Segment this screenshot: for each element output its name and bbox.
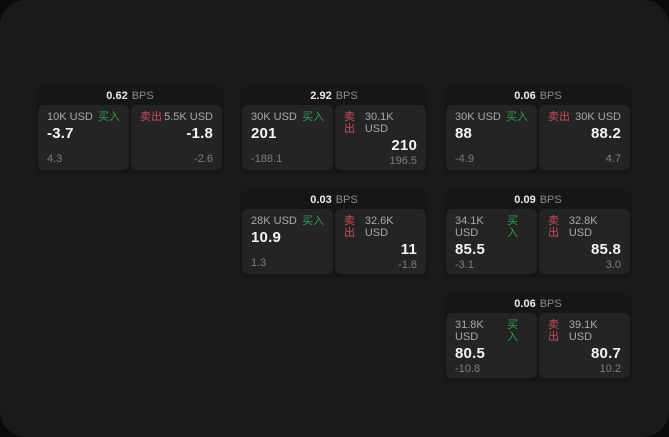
sell-main-value: -1.8 bbox=[186, 125, 213, 142]
sell-main-value: 11 bbox=[400, 241, 417, 258]
sell-panel[interactable]: 卖出 39.1K USD 80.7 10.2 bbox=[539, 313, 630, 378]
sell-panel[interactable]: 卖出 32.6K USD 11 -1.8 bbox=[335, 209, 426, 274]
sell-main-value: 80.7 bbox=[591, 345, 621, 362]
buy-size-label: 30K USD bbox=[455, 111, 501, 123]
buy-sub-value: 4.3 bbox=[47, 153, 63, 165]
sell-sub-value: 3.0 bbox=[605, 259, 621, 271]
card-header: 2.92 BPS bbox=[242, 88, 426, 105]
buy-sub-value: 1.3 bbox=[251, 257, 267, 269]
bps-unit-label: BPS bbox=[131, 90, 154, 102]
buy-main-value: 88 bbox=[455, 125, 473, 142]
bps-value: 0.62 bbox=[106, 90, 128, 102]
bps-value: 0.06 bbox=[514, 298, 536, 310]
buy-size-label: 28K USD bbox=[251, 215, 297, 227]
buy-main-value: 201 bbox=[251, 125, 277, 142]
buy-side-label: 买入 bbox=[506, 111, 528, 123]
bps-value: 0.03 bbox=[310, 194, 332, 206]
buy-sub-value: -188.1 bbox=[251, 153, 283, 165]
buy-side-label: 买入 bbox=[98, 111, 120, 123]
card-header: 0.03 BPS bbox=[242, 192, 426, 209]
bps-unit-label: BPS bbox=[335, 194, 358, 206]
quote-card: 0.03 BPS 28K USD 买入 10.9 1.3 卖出 32.6K US… bbox=[240, 190, 428, 278]
buy-main-value: -3.7 bbox=[47, 125, 74, 142]
bps-unit-label: BPS bbox=[539, 90, 562, 102]
sell-panel[interactable]: 卖出 5.5K USD -1.8 -2.6 bbox=[131, 105, 222, 170]
buy-side-label: 买入 bbox=[507, 215, 519, 239]
sell-panel[interactable]: 卖出 30.1K USD 210 196.5 bbox=[335, 105, 426, 170]
buy-side-label: 买入 bbox=[507, 319, 519, 343]
buy-side-label: 买入 bbox=[302, 215, 324, 227]
bps-unit-label: BPS bbox=[539, 298, 562, 310]
bps-unit-label: BPS bbox=[539, 194, 562, 206]
sell-size-label: 32.8K USD bbox=[568, 215, 598, 239]
quote-card: 0.62 BPS 10K USD 买入 -3.7 4.3 卖出 5.5K USD… bbox=[36, 86, 224, 174]
card-header: 0.62 BPS bbox=[38, 88, 222, 105]
sell-sub-value: 10.2 bbox=[599, 363, 621, 375]
sell-panel[interactable]: 卖出 32.8K USD 85.8 3.0 bbox=[539, 209, 630, 274]
buy-size-label: 34.1K USD bbox=[455, 215, 484, 239]
buy-size-label: 30K USD bbox=[251, 111, 297, 123]
buy-sub-value: -10.8 bbox=[455, 363, 481, 375]
bps-value: 0.06 bbox=[514, 90, 536, 102]
sell-side-label: 卖出 bbox=[344, 111, 355, 135]
quote-card: 0.09 BPS 34.1K USD 买入 85.5 -3.1 卖出 32.8K… bbox=[444, 190, 632, 278]
quote-card: 0.06 BPS 31.8K USD 买入 80.5 -10.8 卖出 39.1… bbox=[444, 294, 632, 382]
sell-size-label: 30.1K USD bbox=[364, 111, 394, 135]
buy-sub-value: -3.1 bbox=[455, 259, 474, 271]
buy-side-label: 买入 bbox=[302, 111, 324, 123]
buy-size-label: 10K USD bbox=[47, 111, 93, 123]
card-header: 0.09 BPS bbox=[446, 192, 630, 209]
sell-size-label: 30K USD bbox=[575, 111, 621, 123]
buy-main-value: 80.5 bbox=[455, 345, 485, 362]
sell-size-label: 32.6K USD bbox=[364, 215, 394, 239]
buy-panel[interactable]: 31.8K USD 买入 80.5 -10.8 bbox=[446, 313, 537, 378]
sell-size-label: 5.5K USD bbox=[164, 111, 213, 123]
sell-main-value: 88.2 bbox=[591, 125, 621, 142]
sell-sub-value: 196.5 bbox=[389, 155, 417, 167]
sell-main-value: 85.8 bbox=[591, 241, 621, 258]
sell-side-label: 卖出 bbox=[548, 215, 559, 239]
buy-panel[interactable]: 10K USD 买入 -3.7 4.3 bbox=[38, 105, 129, 170]
buy-panel[interactable]: 30K USD 买入 201 -188.1 bbox=[242, 105, 333, 170]
sell-side-label: 卖出 bbox=[548, 111, 570, 123]
sell-panel[interactable]: 卖出 30K USD 88.2 4.7 bbox=[539, 105, 630, 170]
sell-side-label: 卖出 bbox=[548, 319, 559, 343]
card-header: 0.06 BPS bbox=[446, 296, 630, 313]
sell-sub-value: 4.7 bbox=[605, 153, 621, 165]
bps-value: 2.92 bbox=[310, 90, 332, 102]
buy-main-value: 10.9 bbox=[251, 229, 281, 246]
buy-main-value: 85.5 bbox=[455, 241, 485, 258]
buy-panel[interactable]: 28K USD 买入 10.9 1.3 bbox=[242, 209, 333, 274]
card-header: 0.06 BPS bbox=[446, 88, 630, 105]
sell-side-label: 卖出 bbox=[140, 111, 162, 123]
buy-sub-value: -4.9 bbox=[455, 153, 474, 165]
quote-card: 2.92 BPS 30K USD 买入 201 -188.1 卖出 30.1K … bbox=[240, 86, 428, 174]
sell-sub-value: -2.6 bbox=[194, 153, 213, 165]
buy-panel[interactable]: 34.1K USD 买入 85.5 -3.1 bbox=[446, 209, 537, 274]
sell-side-label: 卖出 bbox=[344, 215, 355, 239]
buy-panel[interactable]: 30K USD 买入 88 -4.9 bbox=[446, 105, 537, 170]
sell-size-label: 39.1K USD bbox=[568, 319, 598, 343]
bps-unit-label: BPS bbox=[335, 90, 358, 102]
sell-main-value: 210 bbox=[391, 137, 417, 154]
bps-value: 0.09 bbox=[514, 194, 536, 206]
buy-size-label: 31.8K USD bbox=[455, 319, 484, 343]
quote-card: 0.06 BPS 30K USD 买入 88 -4.9 卖出 30K USD 8… bbox=[444, 86, 632, 174]
sell-sub-value: -1.8 bbox=[398, 259, 417, 271]
